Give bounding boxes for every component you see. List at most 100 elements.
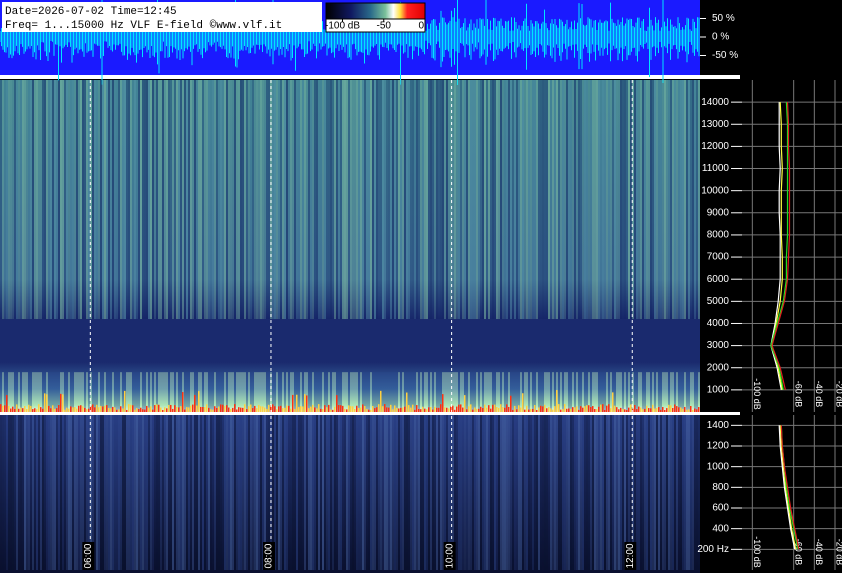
noise-spike: [134, 409, 136, 412]
spectrogram-stripe: [502, 415, 504, 570]
spectrogram-stripe: [324, 415, 326, 570]
spectrogram-stripe: [458, 80, 460, 320]
noise-spike: [630, 404, 632, 412]
noise-spike: [162, 409, 164, 412]
spectrogram-stripe: [202, 415, 204, 570]
noise-spike: [6, 395, 8, 412]
spectrogram-stripe: [528, 80, 530, 320]
noise-spike: [104, 405, 106, 412]
spectrogram-stripe: [504, 372, 506, 412]
noise-spike: [70, 406, 72, 412]
spectrogram-stripe: [378, 372, 380, 412]
spectrogram-stripe: [578, 80, 580, 320]
spectrogram-stripe: [602, 415, 604, 570]
spectrogram-stripe: [328, 372, 330, 412]
spectrogram-stripe: [608, 80, 610, 320]
noise-spike: [312, 404, 314, 412]
noise-spike: [438, 407, 440, 412]
spectrogram-stripe: [184, 415, 186, 570]
spectrogram-stripe: [92, 372, 94, 412]
y-tick-label: 6000: [707, 274, 730, 285]
spectrogram-stripe: [26, 80, 28, 320]
spectrogram-stripe: [424, 372, 426, 412]
y-tick-label: 3000: [707, 340, 730, 351]
spectrogram-stripe: [238, 80, 240, 320]
x-tick-label: -20 dB: [835, 539, 842, 566]
spectrogram-stripe: [268, 372, 270, 412]
spectrogram-stripe: [196, 415, 198, 570]
spectrogram-stripe: [694, 415, 696, 570]
noise-spike: [242, 407, 244, 412]
spectrogram-stripe: [380, 80, 382, 320]
noise-spike: [612, 392, 614, 412]
noise-spike: [534, 405, 536, 412]
noise-spike: [450, 406, 452, 412]
spectrogram-stripe: [586, 80, 588, 320]
noise-spike: [82, 406, 84, 412]
spectrogram-stripe: [488, 80, 490, 320]
noise-spike: [88, 408, 90, 412]
spectrogram-stripe: [628, 415, 630, 570]
spectrogram-stripe: [458, 372, 460, 412]
spectrogram-stripe: [698, 372, 700, 412]
spectrogram-stripe: [88, 415, 90, 570]
spectrogram-stripe: [162, 415, 164, 570]
spectrogram-stripe: [538, 415, 540, 570]
spectrogram-stripe: [438, 415, 440, 570]
spectrogram-stripe: [166, 415, 168, 570]
spectrogram-stripe: [486, 80, 488, 320]
noise-spike: [430, 407, 432, 412]
spectrogram-stripe: [678, 80, 680, 320]
spectrogram-stripe: [338, 372, 340, 412]
spectrogram-stripe: [126, 372, 128, 412]
noise-spike: [466, 409, 468, 412]
spectrogram-stripe: [128, 80, 130, 320]
spectrogram-stripe: [346, 372, 348, 412]
spectrogram-stripe: [608, 415, 610, 570]
noise-spike: [24, 406, 26, 412]
spectrogram-stripe: [550, 372, 552, 412]
spectrogram-stripe: [0, 372, 2, 412]
spectrogram-stripe: [494, 80, 496, 320]
spectrogram-stripe: [348, 80, 350, 320]
spectrogram-stripe: [664, 80, 666, 320]
spectrogram-stripe: [74, 415, 76, 570]
noise-spike: [500, 404, 502, 412]
noise-spike: [584, 406, 586, 412]
spectrogram-stripe: [262, 80, 264, 320]
spectrogram-stripe: [512, 80, 514, 320]
spectrogram-stripe: [220, 372, 222, 412]
y-tick-label: 0 %: [712, 32, 729, 43]
spectrogram-stripe: [408, 415, 410, 570]
spectrogram-stripe: [66, 415, 68, 570]
spectrogram-stripe: [478, 415, 480, 570]
noise-spike: [672, 407, 674, 412]
spectrogram-stripe: [506, 372, 508, 412]
noise-spike: [212, 409, 214, 412]
spectrogram-stripe: [490, 80, 492, 320]
spectrogram-stripe: [86, 372, 88, 412]
spectrogram-stripe: [70, 372, 72, 412]
noise-spike: [172, 408, 174, 412]
x-tick-label: 12:00: [625, 543, 636, 568]
spectrogram-stripe: [560, 372, 562, 412]
noise-spike: [682, 408, 684, 412]
spectrogram-stripe: [662, 80, 664, 320]
noise-spike: [470, 404, 472, 412]
noise-spike: [596, 409, 598, 412]
noise-spike: [262, 406, 264, 412]
y-tick-label: 200 Hz: [697, 544, 729, 555]
noise-spike: [360, 407, 362, 412]
noise-spike: [614, 405, 616, 412]
spectrogram-stripe: [550, 80, 552, 320]
spectrogram-stripe: [670, 415, 672, 570]
spectrogram-stripe: [538, 372, 540, 412]
spectrogram-stripe: [470, 415, 472, 570]
spectrogram-stripe: [514, 372, 516, 412]
y-tick-label: 50 %: [712, 13, 735, 24]
spectrogram-stripe: [694, 372, 696, 412]
spectrogram-stripe: [218, 415, 220, 570]
spectrogram-stripe: [12, 80, 14, 320]
spectrogram-stripe: [2, 372, 4, 412]
spectrogram-stripe: [490, 415, 492, 570]
